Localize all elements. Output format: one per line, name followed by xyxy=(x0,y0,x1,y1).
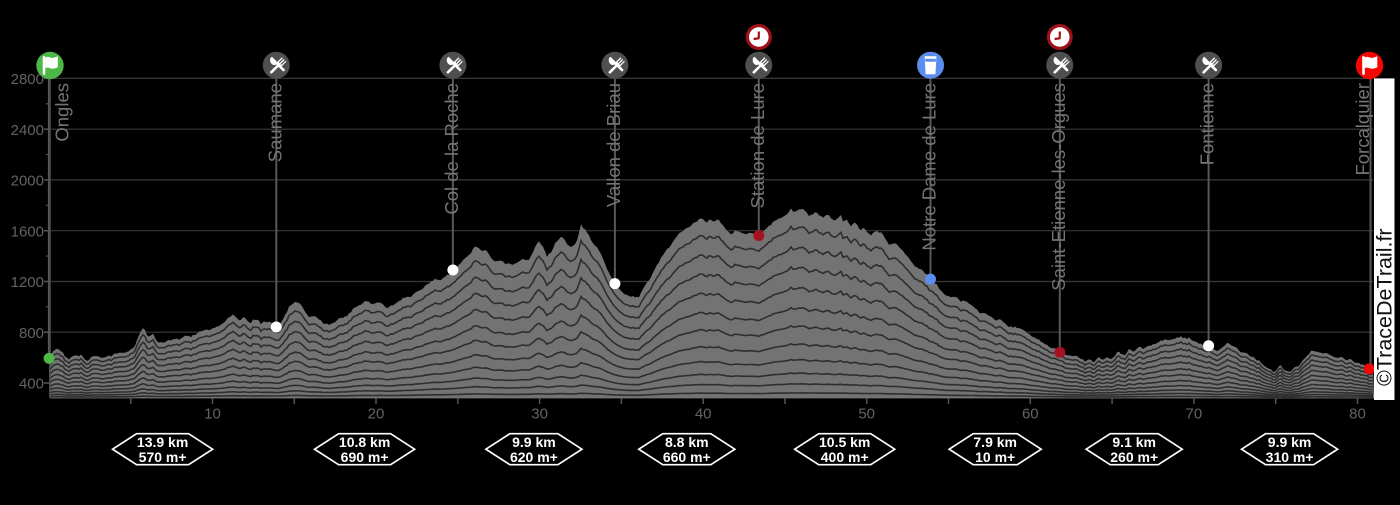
svg-text:Vallon de Briau: Vallon de Briau xyxy=(603,83,624,207)
svg-text:9.9 km: 9.9 km xyxy=(1268,434,1312,450)
svg-text:Saint-Etienne-les-Orgues: Saint-Etienne-les-Orgues xyxy=(1048,83,1069,291)
svg-text:1200: 1200 xyxy=(11,274,44,291)
svg-text:20: 20 xyxy=(368,406,385,423)
svg-text:40: 40 xyxy=(695,406,712,423)
svg-text:10: 10 xyxy=(204,406,221,423)
svg-text:13.9 km: 13.9 km xyxy=(137,434,188,450)
svg-text:660 m+: 660 m+ xyxy=(663,449,711,465)
svg-text:50: 50 xyxy=(858,406,875,423)
svg-text:800: 800 xyxy=(19,325,44,342)
svg-text:260 m+: 260 m+ xyxy=(1110,449,1158,465)
svg-text:1600: 1600 xyxy=(11,223,44,240)
svg-text:620 m+: 620 m+ xyxy=(510,449,558,465)
svg-text:8.8 km: 8.8 km xyxy=(665,434,709,450)
svg-text:2400: 2400 xyxy=(11,122,44,139)
svg-text:©TraceDeTrail.fr: ©TraceDeTrail.fr xyxy=(1373,228,1397,386)
svg-text:80: 80 xyxy=(1349,406,1366,423)
svg-text:Saumane: Saumane xyxy=(264,83,285,162)
svg-text:Forcalquier: Forcalquier xyxy=(1352,83,1373,176)
svg-text:10 m+: 10 m+ xyxy=(975,449,1015,465)
svg-text:400 m+: 400 m+ xyxy=(821,449,869,465)
svg-text:7.9 km: 7.9 km xyxy=(973,434,1017,450)
svg-text:570 m+: 570 m+ xyxy=(139,449,187,465)
svg-text:30: 30 xyxy=(531,406,548,423)
svg-text:9.1 km: 9.1 km xyxy=(1112,434,1156,450)
svg-text:Notre Dame de Lure: Notre Dame de Lure xyxy=(919,83,940,251)
svg-text:60: 60 xyxy=(1022,406,1039,423)
svg-text:310 m+: 310 m+ xyxy=(1266,449,1314,465)
svg-text:400: 400 xyxy=(19,376,44,393)
svg-text:690 m+: 690 m+ xyxy=(341,449,389,465)
svg-text:Col de la Roche: Col de la Roche xyxy=(441,83,462,215)
svg-text:10.5 km: 10.5 km xyxy=(819,434,870,450)
svg-text:70: 70 xyxy=(1186,406,1203,423)
svg-text:2800: 2800 xyxy=(11,71,44,88)
svg-text:Ongles: Ongles xyxy=(52,83,73,142)
svg-text:Fontienne: Fontienne xyxy=(1197,83,1218,165)
svg-text:10.8 km: 10.8 km xyxy=(339,434,390,450)
svg-text:9.9 km: 9.9 km xyxy=(512,434,556,450)
svg-text:Station de Lure: Station de Lure xyxy=(747,83,768,208)
svg-text:2000: 2000 xyxy=(11,173,44,190)
